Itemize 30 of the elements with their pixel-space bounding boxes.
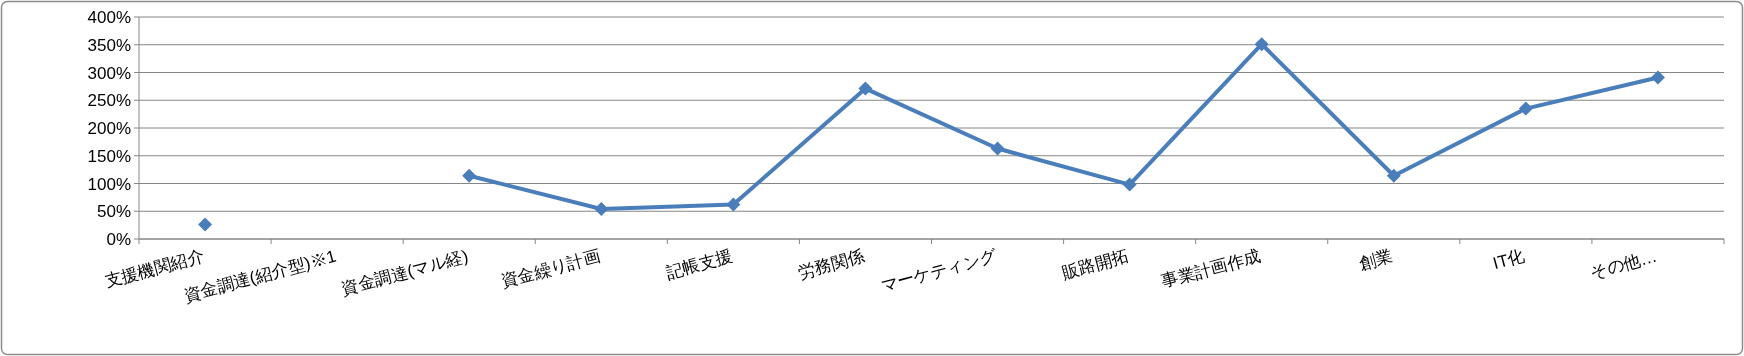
x-tick-label: マーケティング	[878, 246, 1000, 296]
point	[1386, 168, 1401, 183]
point	[726, 197, 741, 212]
point	[990, 141, 1005, 156]
x-tick-label: 事業計画作成	[1159, 246, 1263, 292]
point	[1650, 70, 1665, 85]
point	[1122, 177, 1137, 192]
point	[1254, 37, 1269, 52]
y-tick-label: 250%	[87, 91, 131, 111]
point	[462, 168, 477, 183]
x-tick-label: 販路開拓	[1060, 246, 1131, 283]
x-tick-label: 創業	[1357, 246, 1395, 274]
point	[198, 217, 213, 232]
x-tick-label: 資金繰り計画	[498, 246, 603, 292]
y-tick-label: 50%	[96, 202, 131, 222]
y-tick-label: 350%	[87, 35, 131, 55]
x-tick-label: 記帳支援	[663, 246, 735, 283]
point	[594, 202, 609, 217]
point	[858, 81, 873, 96]
x-tick-label: IT化	[1490, 246, 1527, 274]
y-tick-label: 150%	[87, 146, 131, 166]
y-tick-label: 0%	[106, 230, 131, 249]
point	[1518, 101, 1533, 116]
x-tick-label: その他…	[1588, 246, 1659, 283]
y-tick-label: 300%	[87, 63, 131, 83]
x-tick-label: 労務関係	[795, 246, 867, 283]
y-tick-label: 400%	[87, 8, 131, 27]
x-tick-label: 資金調達(マル経)	[339, 246, 471, 299]
y-tick-label: 100%	[87, 174, 131, 194]
y-tick-label: 200%	[87, 119, 131, 138]
